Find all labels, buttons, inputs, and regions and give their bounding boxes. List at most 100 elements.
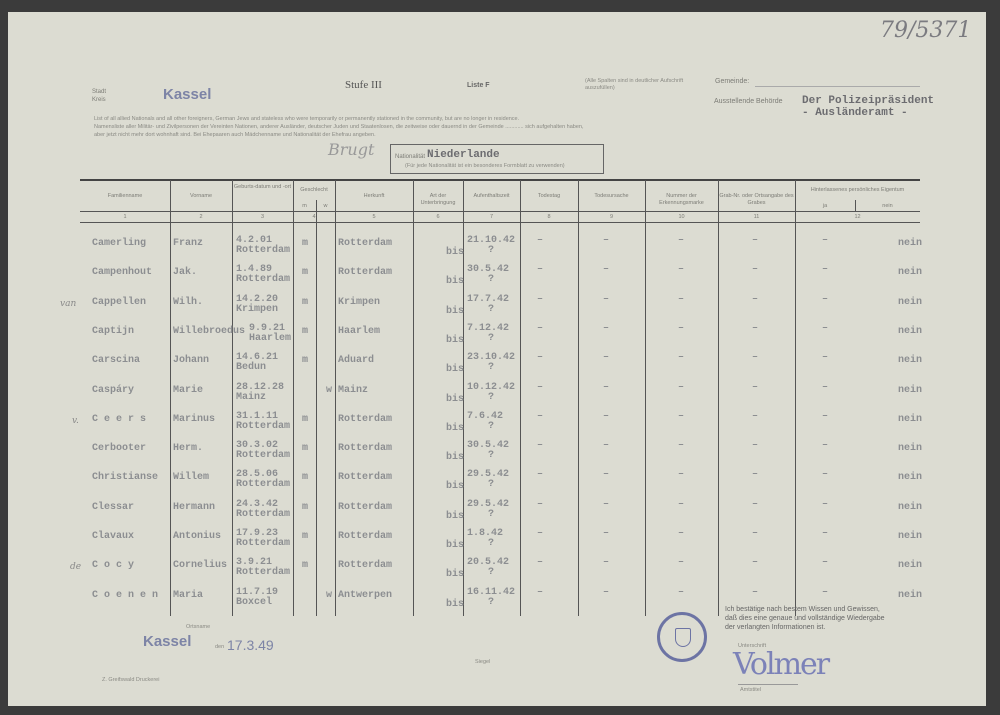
signature-label: Unterschrift [738,643,767,649]
stay-to-cell: ? [488,274,495,286]
column-divider [335,180,336,616]
tag-cell: – [678,498,685,510]
surname-cell: C o c y [92,560,135,572]
column-divider [795,180,796,616]
instructions-german-2: aber jetzt nicht mehr dort wohnhaft sind… [94,132,376,138]
grave-cell: – [752,381,759,393]
bis-label: bis [446,540,465,551]
origin-cell: Haarlem [338,325,381,337]
column-header: Familienname [107,193,143,199]
column-divider [855,200,856,212]
birth-place-cell: Boxcel [236,596,273,608]
column-number: 9 [609,214,614,220]
surname-cell: Christianse [92,472,159,484]
stay-from-cell: 30.5.42 [467,440,510,452]
origin-cell: Antwerpen [338,589,393,601]
grave-cell: – [752,557,759,569]
birth-place-cell: Krimpen [236,303,279,315]
instructions-german: Namensliste aller Militär- und Zivilpers… [94,124,584,130]
grave-cell: – [752,293,759,305]
grave-cell: – [752,410,759,422]
cause-cell: – [603,381,610,393]
first-name-cell: Maria [173,589,204,601]
bis-label: bis [446,305,465,317]
death-cell: – [537,293,544,305]
tag-cell: – [678,528,685,539]
sex-cell: w [326,384,333,396]
sex-subdivider [316,200,317,616]
birth-date-cell: 9.9.21 [249,322,286,334]
first-name-cell: Hermann [173,501,216,513]
birth-date-cell: 24.3.42 [236,498,279,510]
birth-place-cell: Rotterdam [236,450,291,462]
birth-place-cell: Rotterdam [236,508,291,520]
place-value: Kassel [143,633,192,650]
bis-label: bis [446,481,465,493]
property-nein-cell: nein [898,501,923,513]
official-seal [657,612,707,662]
ja-cell: – [822,322,829,334]
document-page [8,12,986,706]
property-nein-cell: nein [898,355,923,367]
first-name-cell: Willebroedus [173,325,246,337]
birth-place-cell: Rotterdam [236,245,291,256]
birth-date-cell: 1.4.89 [236,264,273,276]
column-header: Aufenthaltszeit [473,193,510,199]
cause-cell: – [603,410,610,422]
surname-cell: C e e r s [92,413,147,425]
tag-cell: – [678,586,685,598]
column-divider [463,180,464,616]
first-name-cell: Johann [173,355,210,367]
cause-cell: – [603,235,610,246]
stay-to-cell: ? [488,538,495,549]
cause-cell: – [603,528,610,539]
sex-cell: m [302,560,309,572]
sex-cell: m [302,413,309,425]
number-row-divider [80,222,920,223]
death-cell: – [537,381,544,393]
nationality-box: Nationalität Niederlande (Für jede Natio… [390,144,604,174]
column-number: 7 [489,214,494,220]
column-number: 12 [854,214,861,220]
tag-cell: – [678,469,685,481]
stay-to-cell: ? [488,567,495,579]
surname-cell: Clavaux [92,531,135,542]
first-name-cell: Marinus [173,413,216,425]
sex-cell: m [302,296,309,308]
stay-to-cell: ? [488,391,495,403]
tag-cell: – [678,352,685,364]
tag-cell: – [678,410,685,422]
birth-place-cell: Bedun [236,362,267,374]
sex-cell: m [302,443,309,455]
grave-cell: – [752,352,759,364]
property-nein-cell: nein [898,267,923,279]
header-divider [80,211,920,212]
tag-cell: – [678,293,685,305]
column-number: 10 [678,214,685,220]
coat-of-arms-icon [675,628,691,647]
grave-cell: – [752,469,759,481]
row-mark: v. [72,415,79,426]
column-divider [520,180,521,616]
cause-cell: – [603,352,610,364]
declaration-text: Ich bestätige nach bestem Wissen und Gew… [725,606,885,631]
birth-place-cell: Mainz [236,391,267,403]
ja-cell: – [822,264,829,276]
nationality-note: (Für jede Nationalität ist ein besondere… [405,163,565,169]
stay-to-cell: ? [488,362,495,374]
sex-cell: m [302,501,309,513]
behoerde-label: Ausstellende Behörde [714,98,783,105]
death-cell: – [537,557,544,569]
column-number: 2 [199,214,203,220]
place-label: Ortsname [186,624,211,630]
stay-to-cell: ? [488,596,495,608]
birth-place-cell: Haarlem [249,332,292,344]
death-cell: – [537,352,544,364]
date-value: 17.3.49 [227,637,274,653]
property-nein-cell: nein [898,413,923,425]
cause-cell: – [603,469,610,481]
birth-place-cell: Rotterdam [236,538,291,549]
cause-cell: – [603,322,610,334]
column-header: Nummer der Erkennungsmarke [659,193,704,206]
ja-cell: – [822,352,829,364]
